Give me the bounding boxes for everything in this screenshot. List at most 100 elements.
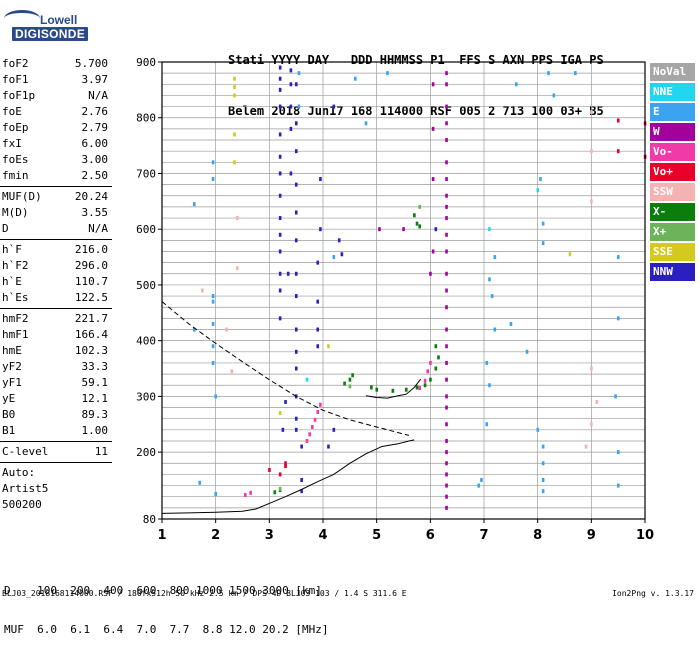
param-row: C-level 11 [0, 444, 112, 460]
trace-point-nne [488, 227, 491, 232]
trace-point-w [445, 204, 448, 209]
trace-point-nnw [294, 149, 298, 154]
legend-item-x-: X+ [650, 223, 695, 241]
param-value: 3.00 [81, 153, 109, 166]
trace-point-ssw [230, 369, 234, 374]
trace-point-ssw [590, 366, 593, 371]
trace-point-sse [233, 93, 236, 98]
trace-point-e [547, 71, 550, 76]
trace-point-nnw [294, 271, 298, 276]
param-value: 110.7 [74, 275, 108, 288]
trace-point-e [211, 299, 215, 304]
trace-point-e [193, 202, 196, 207]
trace-point-e [214, 394, 218, 399]
trace-point-w [445, 494, 448, 499]
trace-point-nnw [337, 238, 341, 243]
params-group-2: MUF(D) 20.24 M(D) 3.55 D N/A [0, 189, 112, 237]
param-name: yE [2, 392, 16, 405]
trace-point-w [445, 405, 448, 410]
x-tick-label: 9 [587, 528, 596, 543]
trace-point-w [445, 71, 448, 76]
trace-point-e [488, 277, 491, 282]
scaled-f2-trace-curve [365, 378, 422, 399]
trace-point-w [445, 305, 448, 310]
trace-point-nnw [289, 68, 293, 73]
param-row: yE 12.1 [0, 391, 112, 407]
trace-point-nnw [319, 177, 322, 182]
trace-point-nnw [278, 104, 282, 109]
trace-point-x- [404, 387, 408, 392]
trace-point-nnw [300, 477, 303, 482]
legend-item-e: E [650, 103, 695, 121]
trace-point-e [211, 344, 215, 349]
param-name: hmE [2, 344, 22, 357]
param-value: 2.50 [81, 169, 109, 182]
trace-point-w [445, 271, 448, 276]
y-tick-label: 300 [136, 390, 156, 403]
trace-point-e [488, 383, 491, 388]
trace-point-sse [278, 411, 282, 416]
y-tick-label: 800 [136, 112, 156, 125]
trace-point-vo- [426, 369, 430, 374]
chart-grid [162, 62, 645, 519]
param-row: foF2 5.700 [0, 56, 112, 72]
trace-point-vo- [249, 490, 252, 495]
station-header: Stati YYYY DAY DDD HHMMSS P1 FFS S AXN P… [228, 18, 604, 137]
trace-point-ssw [201, 288, 204, 293]
param-row: fxI 6.00 [0, 136, 112, 152]
y-tick-label: 900 [136, 56, 156, 69]
trace-point-nnw [316, 299, 320, 304]
legend-item-vo-: Vo+ [650, 163, 695, 181]
trace-point-x- [348, 384, 352, 389]
trace-point-w [431, 177, 435, 182]
trace-point-e [332, 255, 336, 260]
plot-frame [161, 61, 646, 520]
software-version: Ion2Png v. 1.3.17 [612, 589, 694, 598]
trace-point-x- [434, 344, 438, 349]
trace-point-x- [348, 377, 352, 382]
trace-point-nnw [294, 82, 298, 87]
params-group-4: hmF2 221.7 hmF1 166.4 hmE 102.3 yF2 33.3 yF1 59.1… [0, 311, 112, 439]
trace-point-nnw [434, 227, 438, 232]
param-value: N/A [88, 89, 108, 102]
trace-point-e [616, 483, 620, 488]
trace-point-w [445, 422, 448, 427]
trace-point-e [490, 294, 494, 299]
y-tick-label: 600 [136, 223, 156, 236]
trace-point-nnw [281, 427, 285, 432]
trace-point-w [402, 227, 405, 232]
trace-point-w [445, 438, 448, 443]
muf-distance-row: D 100 200 400 600 800 1000 1500 3000 [km… [4, 584, 322, 597]
trace-point-nnw [294, 416, 298, 421]
trace-point-e [614, 394, 617, 399]
trace-point-w [431, 82, 435, 87]
legend-item-ssw: SSW [650, 183, 695, 201]
param-row: hmF1 166.4 [0, 327, 112, 343]
trace-point-e [541, 241, 545, 246]
param-value: 20.24 [74, 190, 108, 203]
param-name: foF2 [2, 57, 29, 70]
params-separator [0, 239, 112, 240]
trace-point-nnw [278, 132, 282, 137]
param-row: foF1p N/A [0, 88, 112, 104]
trace-point-w [445, 249, 448, 254]
header-line-2: Belem 2018 Jun17 168 114000 RSF 005 2 71… [228, 104, 604, 118]
trace-point-w [378, 227, 381, 232]
legend-item-sse: SSE [650, 243, 695, 261]
param-name: MUF(D) [2, 190, 42, 203]
param-row: h`E 110.7 [0, 274, 112, 290]
x-tick-label: 6 [426, 528, 435, 543]
param-value: 216.0 [74, 243, 108, 256]
trace-point-vo- [268, 467, 271, 472]
logo-lowell: Lowell [40, 13, 78, 27]
true-height-profile-curve [161, 439, 415, 514]
trace-point-x- [391, 388, 395, 393]
trace-point-vo- [429, 360, 432, 365]
trace-point-ssw [235, 266, 239, 271]
trace-point-e [211, 360, 215, 365]
trace-point-nnw [278, 288, 282, 293]
trace-point-sse [233, 76, 236, 81]
x-tick-label: 5 [372, 528, 381, 543]
params-group-1: foF2 5.700 foF1 3.97 foF1p N/A foE 2.76 foEp 2.79… [0, 56, 112, 184]
trace-point-e [193, 327, 196, 332]
